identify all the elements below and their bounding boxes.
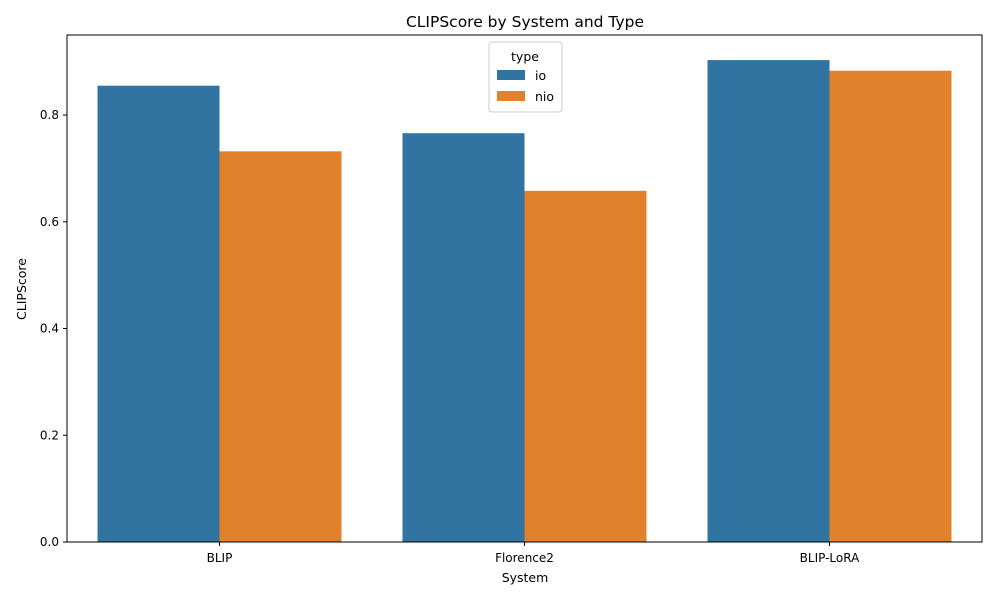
bar-florence2-io xyxy=(402,133,525,542)
bar-blip-lora-nio xyxy=(829,70,952,542)
y-axis: 0.0 0.2 0.4 0.6 0.8 xyxy=(40,108,67,549)
legend-swatch-io xyxy=(497,70,525,80)
x-axis-label: System xyxy=(502,570,549,585)
x-axis: BLIP Florence2 BLIP-LoRA xyxy=(207,542,860,565)
bar-blip-lora-io xyxy=(707,60,830,542)
legend-swatch-nio xyxy=(497,91,525,101)
y-axis-label: CLIPScore xyxy=(14,258,29,320)
bar-blip-nio xyxy=(219,151,342,542)
x-tick-label: BLIP xyxy=(207,551,233,565)
y-tick-label: 0.2 xyxy=(40,428,59,442)
legend-label-io: io xyxy=(535,68,546,83)
x-tick-label: BLIP-LoRA xyxy=(800,551,860,565)
y-tick-label: 0.4 xyxy=(40,322,59,336)
legend-title: type xyxy=(511,49,539,64)
y-tick-label: 0.0 xyxy=(40,535,59,549)
legend-label-nio: nio xyxy=(535,89,554,104)
x-tick-label: Florence2 xyxy=(495,551,554,565)
legend-entries: io nio xyxy=(497,68,554,104)
y-tick-label: 0.6 xyxy=(40,215,59,229)
chart-title: CLIPScore by System and Type xyxy=(406,13,644,31)
bar-blip-io xyxy=(97,85,220,542)
bar-florence2-nio xyxy=(524,190,647,542)
legend: type io nio xyxy=(488,41,563,113)
bars-layer xyxy=(97,60,952,542)
y-tick-label: 0.8 xyxy=(40,108,59,122)
